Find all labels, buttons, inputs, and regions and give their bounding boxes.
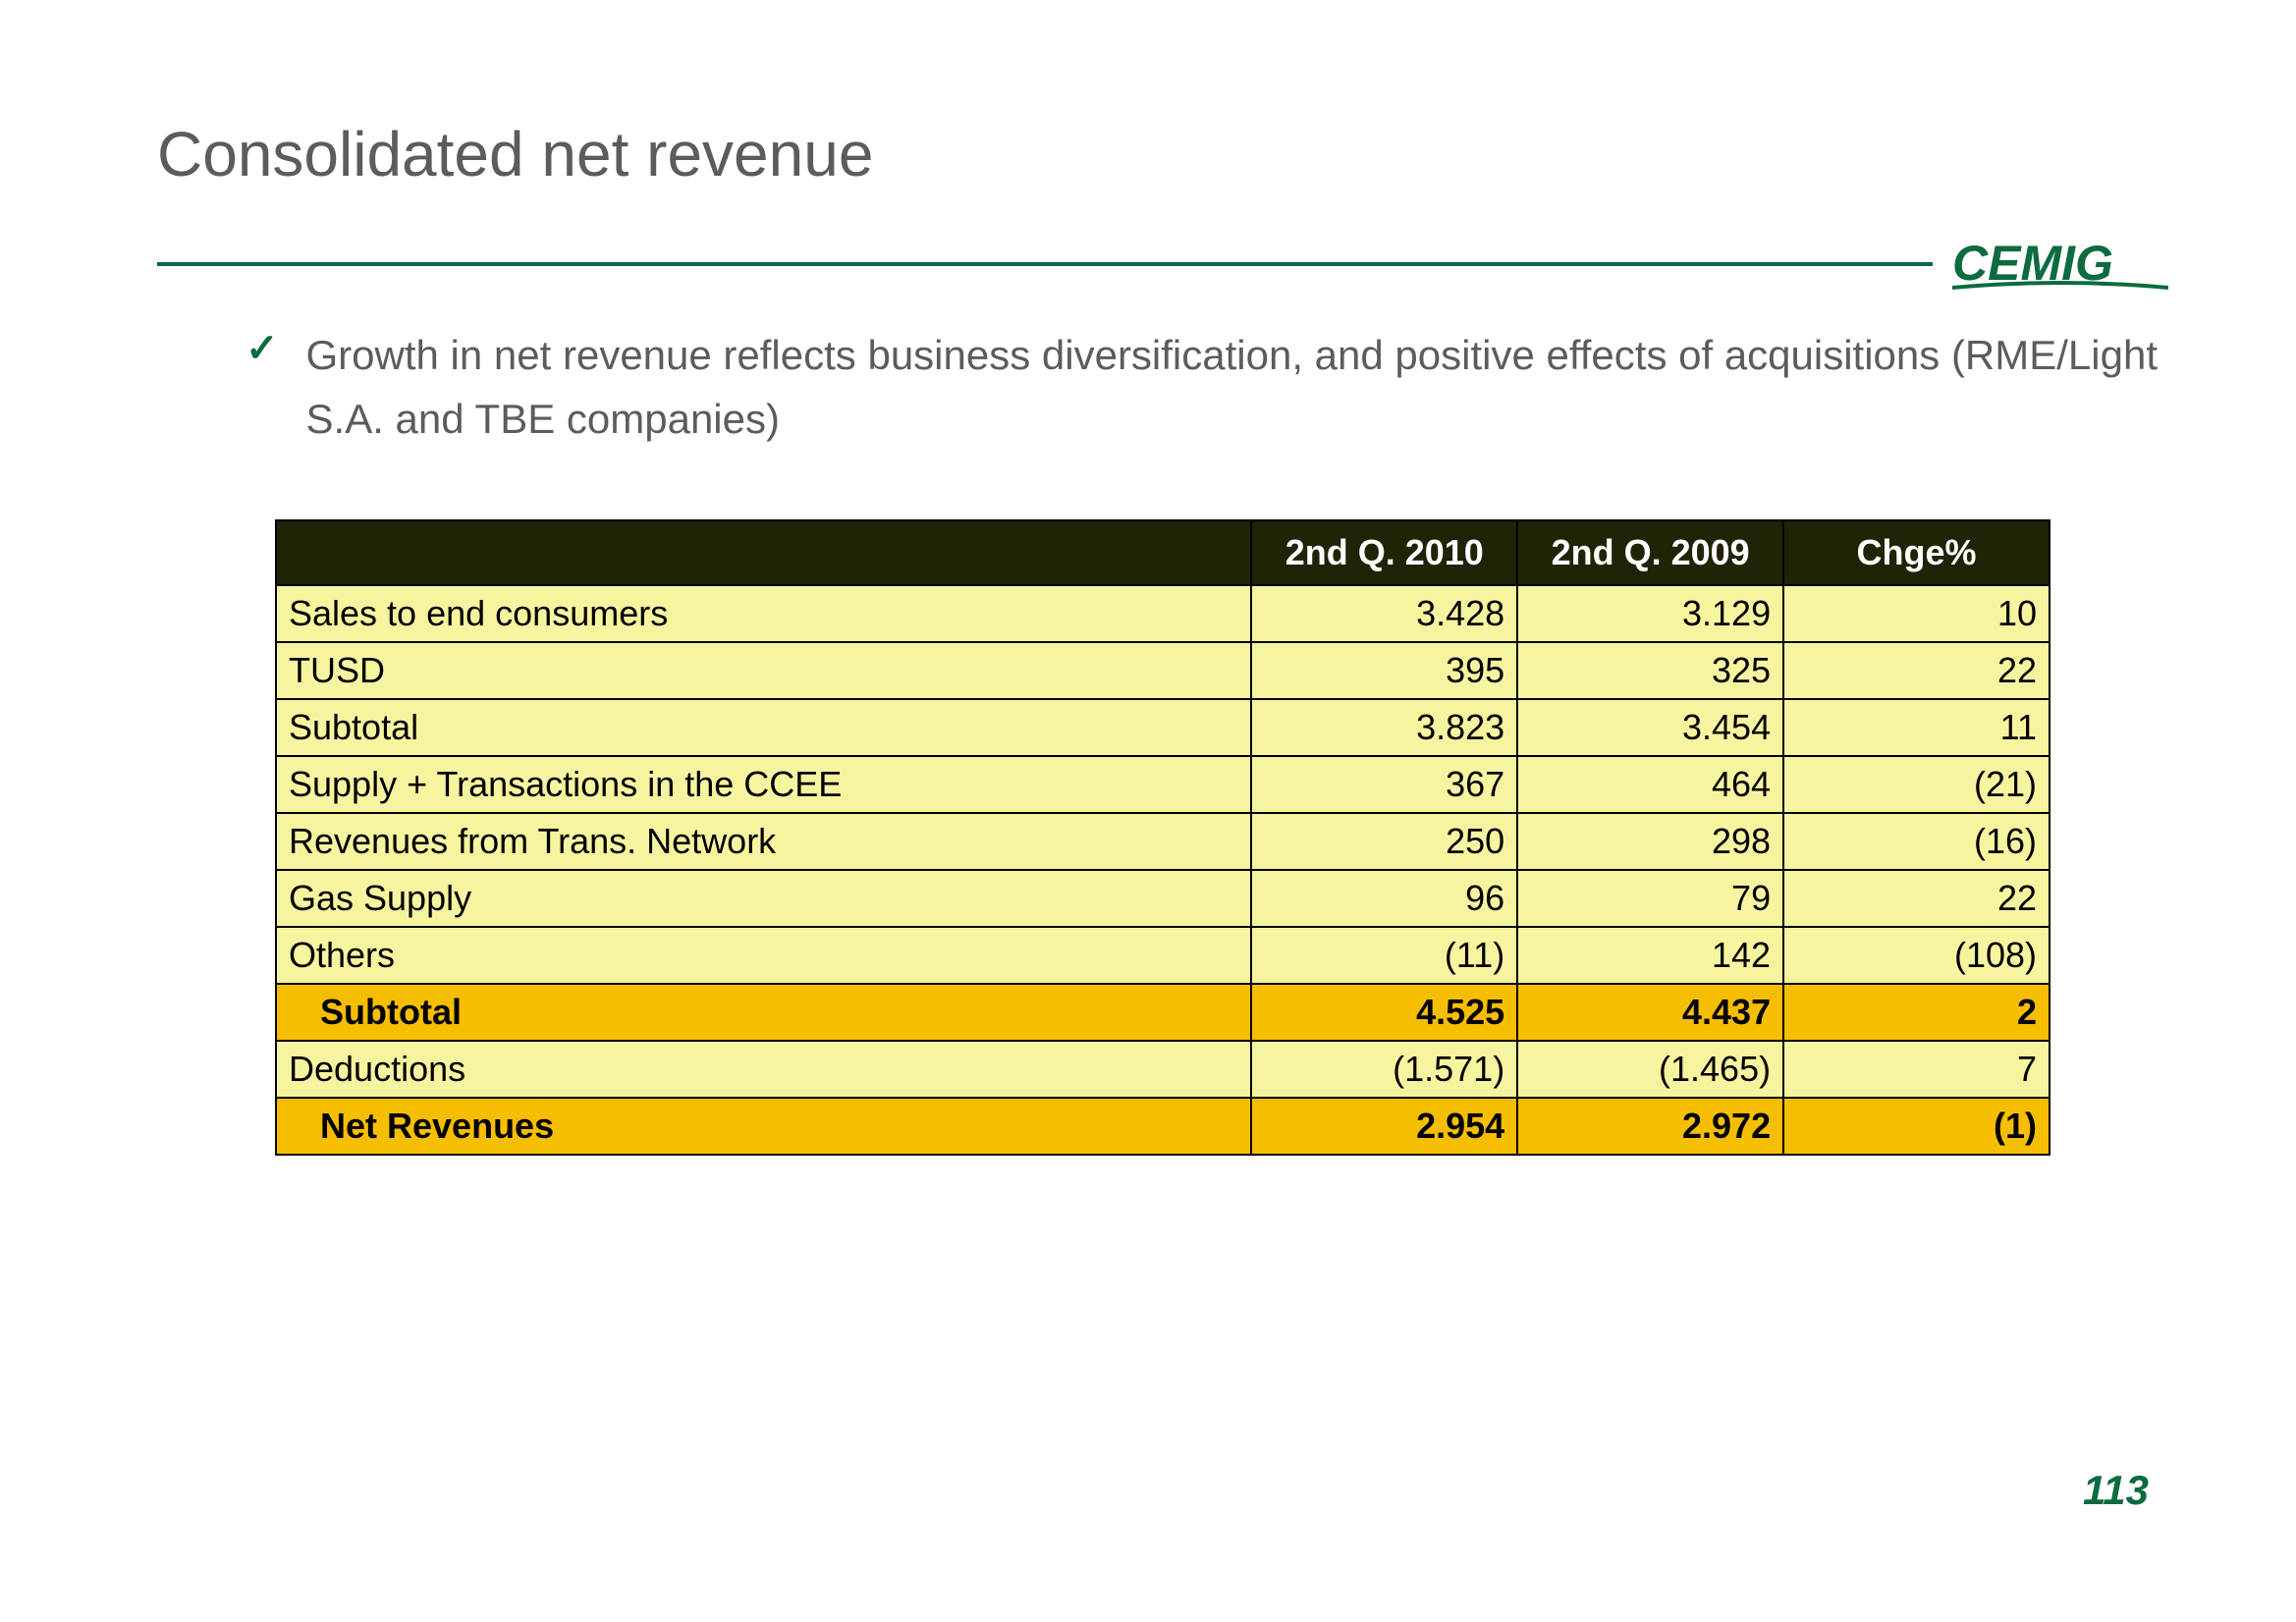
row-q2009: 2.972 bbox=[1517, 1098, 1783, 1155]
cemig-logo-icon: CEMIG bbox=[1952, 235, 2168, 294]
row-q2009: (1.465) bbox=[1517, 1041, 1783, 1098]
row-chg: 11 bbox=[1783, 699, 2050, 756]
row-label: Others bbox=[276, 927, 1251, 984]
title-rule-row: CEMIG bbox=[157, 235, 2168, 294]
table-header-row: 2nd Q. 2010 2nd Q. 2009 Chge% bbox=[276, 520, 2050, 585]
bullet-text: Growth in net revenue reflects business … bbox=[306, 323, 2168, 451]
table-header-q2009: 2nd Q. 2009 bbox=[1517, 520, 1783, 585]
row-chg: 7 bbox=[1783, 1041, 2050, 1098]
row-q2010: 96 bbox=[1251, 870, 1517, 927]
row-chg: 10 bbox=[1783, 585, 2050, 642]
table-row: TUSD 395 325 22 bbox=[276, 642, 2050, 699]
row-chg: (1) bbox=[1783, 1098, 2050, 1155]
table-header-chg: Chge% bbox=[1783, 520, 2050, 585]
row-q2009: 325 bbox=[1517, 642, 1783, 699]
row-q2010: 395 bbox=[1251, 642, 1517, 699]
table-row: Sales to end consumers 3.428 3.129 10 bbox=[276, 585, 2050, 642]
table-row: Revenues from Trans. Network 250 298 (16… bbox=[276, 813, 2050, 870]
row-chg: (21) bbox=[1783, 756, 2050, 813]
row-label: Deductions bbox=[276, 1041, 1251, 1098]
row-q2009: 298 bbox=[1517, 813, 1783, 870]
row-q2009: 464 bbox=[1517, 756, 1783, 813]
row-label: Subtotal bbox=[276, 699, 1251, 756]
table-row: Subtotal 3.823 3.454 11 bbox=[276, 699, 2050, 756]
row-chg: 22 bbox=[1783, 642, 2050, 699]
row-label: TUSD bbox=[276, 642, 1251, 699]
row-q2010: 4.525 bbox=[1251, 984, 1517, 1041]
row-label: Net Revenues bbox=[276, 1098, 1251, 1155]
title-rule bbox=[157, 262, 1933, 266]
row-q2010: 250 bbox=[1251, 813, 1517, 870]
row-q2009: 4.437 bbox=[1517, 984, 1783, 1041]
row-q2010: 3.823 bbox=[1251, 699, 1517, 756]
row-q2009: 142 bbox=[1517, 927, 1783, 984]
row-q2010: 3.428 bbox=[1251, 585, 1517, 642]
row-chg: 2 bbox=[1783, 984, 2050, 1041]
row-q2009: 3.129 bbox=[1517, 585, 1783, 642]
row-label: Gas Supply bbox=[276, 870, 1251, 927]
row-chg: 22 bbox=[1783, 870, 2050, 927]
table-row: Others (11) 142 (108) bbox=[276, 927, 2050, 984]
row-label: Revenues from Trans. Network bbox=[276, 813, 1251, 870]
row-chg: (16) bbox=[1783, 813, 2050, 870]
table-row: Supply + Transactions in the CCEE 367 46… bbox=[276, 756, 2050, 813]
slide: Consolidated net revenue CEMIG ✓ Growth … bbox=[0, 0, 2296, 1622]
revenue-table-container: 2nd Q. 2010 2nd Q. 2009 Chge% Sales to e… bbox=[275, 519, 2050, 1156]
row-q2010: (11) bbox=[1251, 927, 1517, 984]
table-row-subtotal: Subtotal 4.525 4.437 2 bbox=[276, 984, 2050, 1041]
table-header-q2010: 2nd Q. 2010 bbox=[1251, 520, 1517, 585]
row-label: Sales to end consumers bbox=[276, 585, 1251, 642]
row-label: Subtotal bbox=[276, 984, 1251, 1041]
page-title: Consolidated net revenue bbox=[157, 118, 2168, 190]
row-q2010: 2.954 bbox=[1251, 1098, 1517, 1155]
row-q2010: (1.571) bbox=[1251, 1041, 1517, 1098]
page-number: 113 bbox=[2083, 1467, 2149, 1514]
table-body: Sales to end consumers 3.428 3.129 10 TU… bbox=[276, 585, 2050, 1155]
row-chg: (108) bbox=[1783, 927, 2050, 984]
table-row: Gas Supply 96 79 22 bbox=[276, 870, 2050, 927]
table-header-blank bbox=[276, 520, 1251, 585]
row-q2009: 79 bbox=[1517, 870, 1783, 927]
table-row: Deductions (1.571) (1.465) 7 bbox=[276, 1041, 2050, 1098]
bullet-item: ✓ Growth in net revenue reflects busines… bbox=[246, 323, 2168, 451]
revenue-table: 2nd Q. 2010 2nd Q. 2009 Chge% Sales to e… bbox=[275, 519, 2050, 1156]
row-q2010: 367 bbox=[1251, 756, 1517, 813]
row-q2009: 3.454 bbox=[1517, 699, 1783, 756]
checkmark-icon: ✓ bbox=[246, 323, 279, 374]
bullet-list: ✓ Growth in net revenue reflects busines… bbox=[246, 323, 2168, 451]
table-row-net-revenues: Net Revenues 2.954 2.972 (1) bbox=[276, 1098, 2050, 1155]
row-label: Supply + Transactions in the CCEE bbox=[276, 756, 1251, 813]
